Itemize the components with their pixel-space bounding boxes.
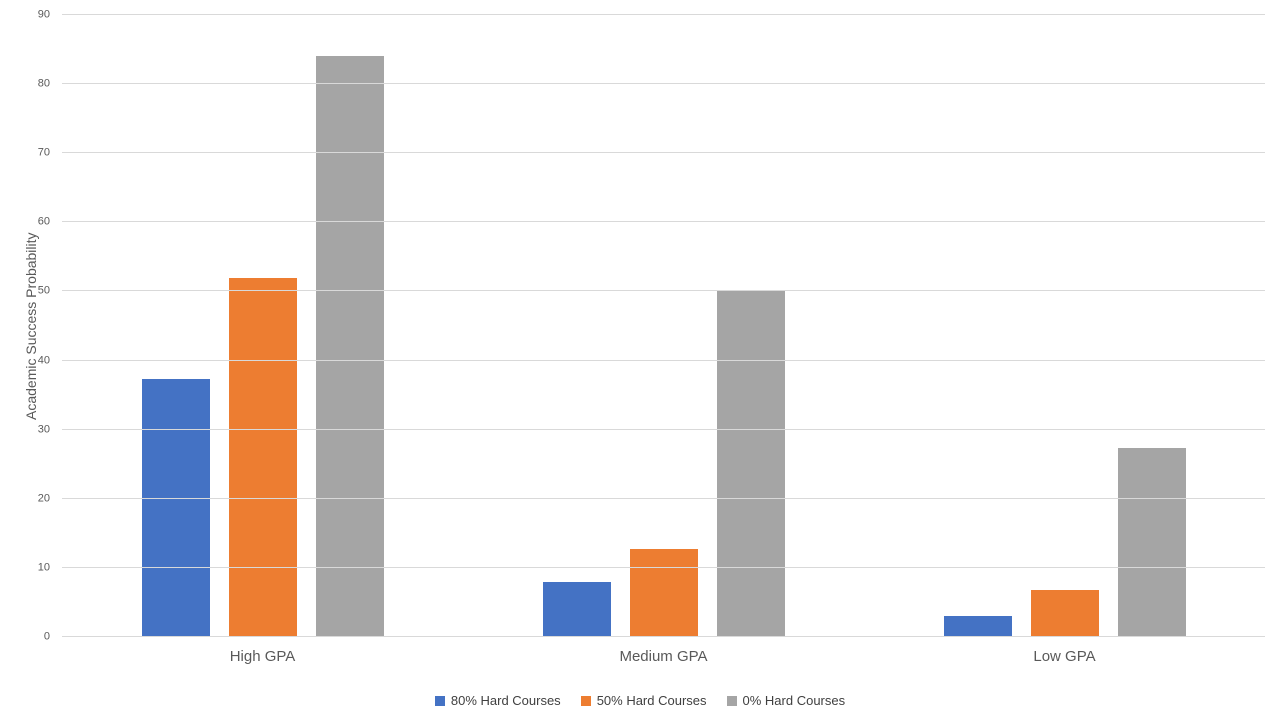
y-tick-label: 90 bbox=[37, 8, 50, 21]
y-tick-label: 40 bbox=[37, 354, 50, 367]
legend: 80% Hard Courses 50% Hard Courses 0% Hard … bbox=[0, 693, 1280, 708]
y-axis-ticks: 0 10 20 30 40 50 60 70 80 90 bbox=[0, 9, 50, 642]
x-axis-labels: High GPA Medium GPA Low GPA bbox=[62, 648, 1265, 665]
bar-group bbox=[864, 15, 1265, 637]
legend-label: 80% Hard Courses bbox=[450, 693, 561, 708]
gridline bbox=[62, 359, 1265, 361]
legend-item: 80% Hard Courses bbox=[434, 693, 561, 708]
bar-group bbox=[463, 15, 864, 637]
bar bbox=[315, 56, 384, 637]
gridline bbox=[62, 221, 1265, 223]
y-tick-label: 0 bbox=[43, 630, 50, 643]
legend-swatch bbox=[726, 695, 737, 706]
gridline bbox=[62, 566, 1265, 568]
bar-group bbox=[62, 15, 463, 637]
legend-swatch bbox=[580, 695, 591, 706]
y-tick-label: 60 bbox=[37, 215, 50, 228]
legend-label: 50% Hard Courses bbox=[596, 693, 707, 708]
gridline bbox=[62, 290, 1265, 292]
y-tick-label: 10 bbox=[37, 561, 50, 574]
gridline bbox=[62, 152, 1265, 154]
bar bbox=[1030, 590, 1099, 637]
gridline bbox=[62, 14, 1265, 15]
category-label: Medium GPA bbox=[619, 648, 708, 665]
bar bbox=[716, 291, 785, 637]
category-label: Low GPA bbox=[1033, 648, 1096, 665]
gridline bbox=[62, 636, 1265, 637]
category-label: High GPA bbox=[229, 648, 296, 665]
bar bbox=[943, 615, 1012, 637]
y-tick-label: 80 bbox=[37, 77, 50, 90]
y-tick-label: 50 bbox=[37, 284, 50, 297]
bar bbox=[1117, 448, 1186, 637]
gridline bbox=[62, 497, 1265, 499]
bar bbox=[141, 379, 210, 637]
legend-item: 0% Hard Courses bbox=[726, 693, 846, 708]
y-tick-label: 70 bbox=[37, 146, 50, 159]
gridline bbox=[62, 83, 1265, 85]
bar-groups bbox=[62, 15, 1265, 637]
legend-swatch bbox=[434, 695, 445, 706]
legend-item: 50% Hard Courses bbox=[580, 693, 707, 708]
bar bbox=[542, 581, 611, 637]
gridline bbox=[62, 428, 1265, 430]
bar bbox=[228, 277, 297, 637]
y-tick-label: 20 bbox=[37, 492, 50, 505]
legend-label: 0% Hard Courses bbox=[742, 693, 846, 708]
y-tick-label: 30 bbox=[37, 423, 50, 436]
plot-area bbox=[62, 14, 1265, 637]
bar bbox=[629, 549, 698, 637]
